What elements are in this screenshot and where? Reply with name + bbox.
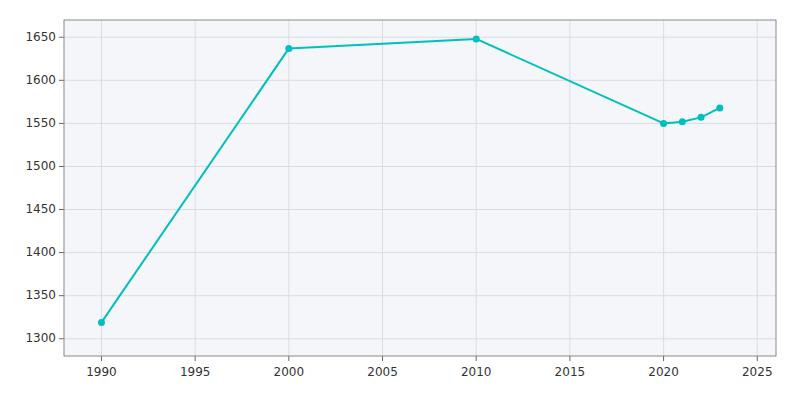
x-grid-line	[288, 20, 289, 356]
y-grid-line	[64, 252, 776, 253]
y-tick	[59, 166, 64, 167]
y-tick-label: 1550	[25, 116, 56, 130]
y-tick-label: 1600	[25, 73, 56, 87]
x-tick-label: 2010	[461, 365, 492, 379]
x-tick	[101, 356, 102, 361]
x-grid-line	[663, 20, 664, 356]
axes: 1300 1350 1400 1450 1500 1550 1600 1650 1990 1995…	[25, 20, 776, 379]
point	[679, 118, 686, 125]
y-tick-label: 1400	[25, 245, 56, 259]
y-tick	[59, 295, 64, 296]
point	[285, 45, 292, 52]
y-grid-line	[64, 166, 776, 167]
x-grid-line	[101, 20, 102, 356]
point	[98, 319, 105, 326]
x-tick	[382, 356, 383, 361]
x-grid-line	[382, 20, 383, 356]
x-tick	[476, 356, 477, 361]
x-grid-line	[195, 20, 196, 356]
x-tick-label: 2000	[274, 365, 305, 379]
y-tick	[59, 338, 64, 339]
y-grid-line	[64, 295, 776, 296]
series	[98, 35, 723, 325]
x-tick	[663, 356, 664, 361]
x-grid-line	[569, 20, 570, 356]
grid	[64, 20, 776, 356]
y-grid-line	[64, 37, 776, 38]
y-tick	[59, 37, 64, 38]
y-tick-label: 1350	[25, 288, 56, 302]
y-tick	[59, 123, 64, 124]
y-grid-line	[64, 209, 776, 210]
x-tick	[195, 356, 196, 361]
plot-frame	[64, 20, 776, 356]
line	[101, 39, 719, 322]
x-tick-label: 1990	[86, 365, 117, 379]
plot-area	[64, 20, 776, 356]
x-tick-label: 2025	[742, 365, 773, 379]
x-tick-label: 2020	[648, 365, 679, 379]
x-tick-label: 2015	[555, 365, 586, 379]
y-tick-label: 1500	[25, 159, 56, 173]
y-tick-label: 1300	[25, 331, 56, 345]
y-tick	[59, 209, 64, 210]
x-grid-line	[476, 20, 477, 356]
x-tick-label: 1995	[180, 365, 211, 379]
chart-container: 1300 1350 1400 1450 1500 1550 1600 1650 1990 1995…	[0, 0, 800, 400]
y-tick	[59, 80, 64, 81]
x-grid-line	[757, 20, 758, 356]
y-tick-label: 1450	[25, 202, 56, 216]
point	[473, 35, 480, 42]
point	[698, 114, 705, 121]
y-tick-label: 1650	[25, 30, 56, 44]
point	[660, 120, 667, 127]
x-tick	[288, 356, 289, 361]
x-tick	[757, 356, 758, 361]
chart-svg: 1300 1350 1400 1450 1500 1550 1600 1650 1990 1995…	[0, 0, 800, 400]
x-tick-label: 2005	[367, 365, 398, 379]
point	[716, 104, 723, 111]
x-tick	[569, 356, 570, 361]
y-grid-line	[64, 80, 776, 81]
y-tick	[59, 252, 64, 253]
y-grid-line	[64, 338, 776, 339]
